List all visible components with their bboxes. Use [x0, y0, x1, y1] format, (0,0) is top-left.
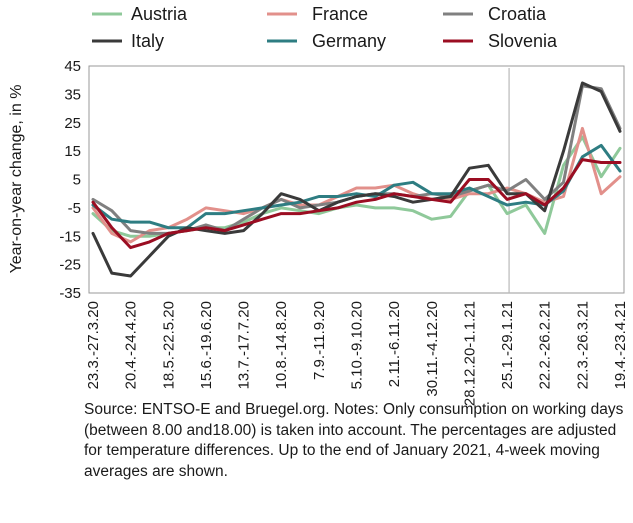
series-line-italy — [91, 81, 622, 278]
legend-label-austria: Austria — [131, 4, 188, 24]
series-line-germany — [91, 143, 622, 230]
x-tick-label: 22.2.-26.2.21 — [537, 301, 554, 389]
source-note: Source: ENTSO-E and Bruegel.org. Notes: … — [84, 401, 624, 480]
y-tick-label: -35 — [59, 285, 81, 302]
series-line-france — [91, 126, 622, 244]
y-tick-label: 15 — [64, 143, 81, 160]
x-tick-label: 25.1.-29.1.21 — [499, 301, 516, 389]
y-tick-label: -5 — [68, 200, 81, 217]
x-tick-label: 2.11.-6.11.20 — [386, 301, 403, 387]
y-axis-ticks: 45 35 25 15 5 -5 -15 -25 -35 — [59, 58, 81, 302]
x-tick-label: 23.3.-27.3.20 — [85, 301, 102, 389]
series-line-croatia — [91, 84, 622, 235]
y-tick-label: 25 — [64, 115, 81, 132]
y-tick-label: -25 — [59, 257, 81, 274]
x-tick-label: 10.8.-14.8.20 — [273, 301, 290, 389]
legend-label-croatia: Croatia — [488, 4, 547, 24]
x-tick-label: 22.3.-26.3.21 — [574, 301, 591, 389]
legend-label-france: France — [312, 4, 368, 24]
legend: Austria France Croatia Italy Germany Slovenia — [92, 4, 558, 51]
y-axis-title: Year-on-year change, in % — [8, 85, 25, 274]
x-axis-ticks: 23.3.-27.3.20 20.4.-24.4.20 18.5.-22.5.20 1… — [85, 301, 629, 406]
x-tick-label: 18.5.-22.5.20 — [160, 301, 177, 389]
plot-area — [88, 65, 625, 294]
x-tick-label: 30.11.-4.12.20 — [424, 301, 441, 397]
legend-label-italy: Italy — [131, 31, 164, 51]
legend-label-slovenia: Slovenia — [488, 31, 558, 51]
x-tick-label: 19.4.-23.4.21 — [612, 301, 629, 389]
y-tick-label: 5 — [73, 172, 81, 189]
y-tick-label: 45 — [64, 58, 81, 75]
series-layer — [91, 81, 622, 278]
y-tick-label: -15 — [59, 228, 81, 245]
y-tick-label: 35 — [64, 86, 81, 103]
legend-label-germany: Germany — [312, 31, 386, 51]
x-tick-label: 5.10.-9.10.20 — [349, 301, 366, 389]
x-tick-label: 7.9.-11.9.20 — [311, 301, 328, 380]
x-tick-label: 13.7.-17.7.20 — [236, 301, 253, 389]
x-tick-label: 20.4.-24.4.20 — [123, 301, 140, 389]
series-line-slovenia — [91, 158, 622, 250]
x-tick-label: 15.6.-19.6.20 — [198, 301, 215, 389]
x-tick-label: 28.12.20-1.1.21 — [461, 301, 478, 406]
